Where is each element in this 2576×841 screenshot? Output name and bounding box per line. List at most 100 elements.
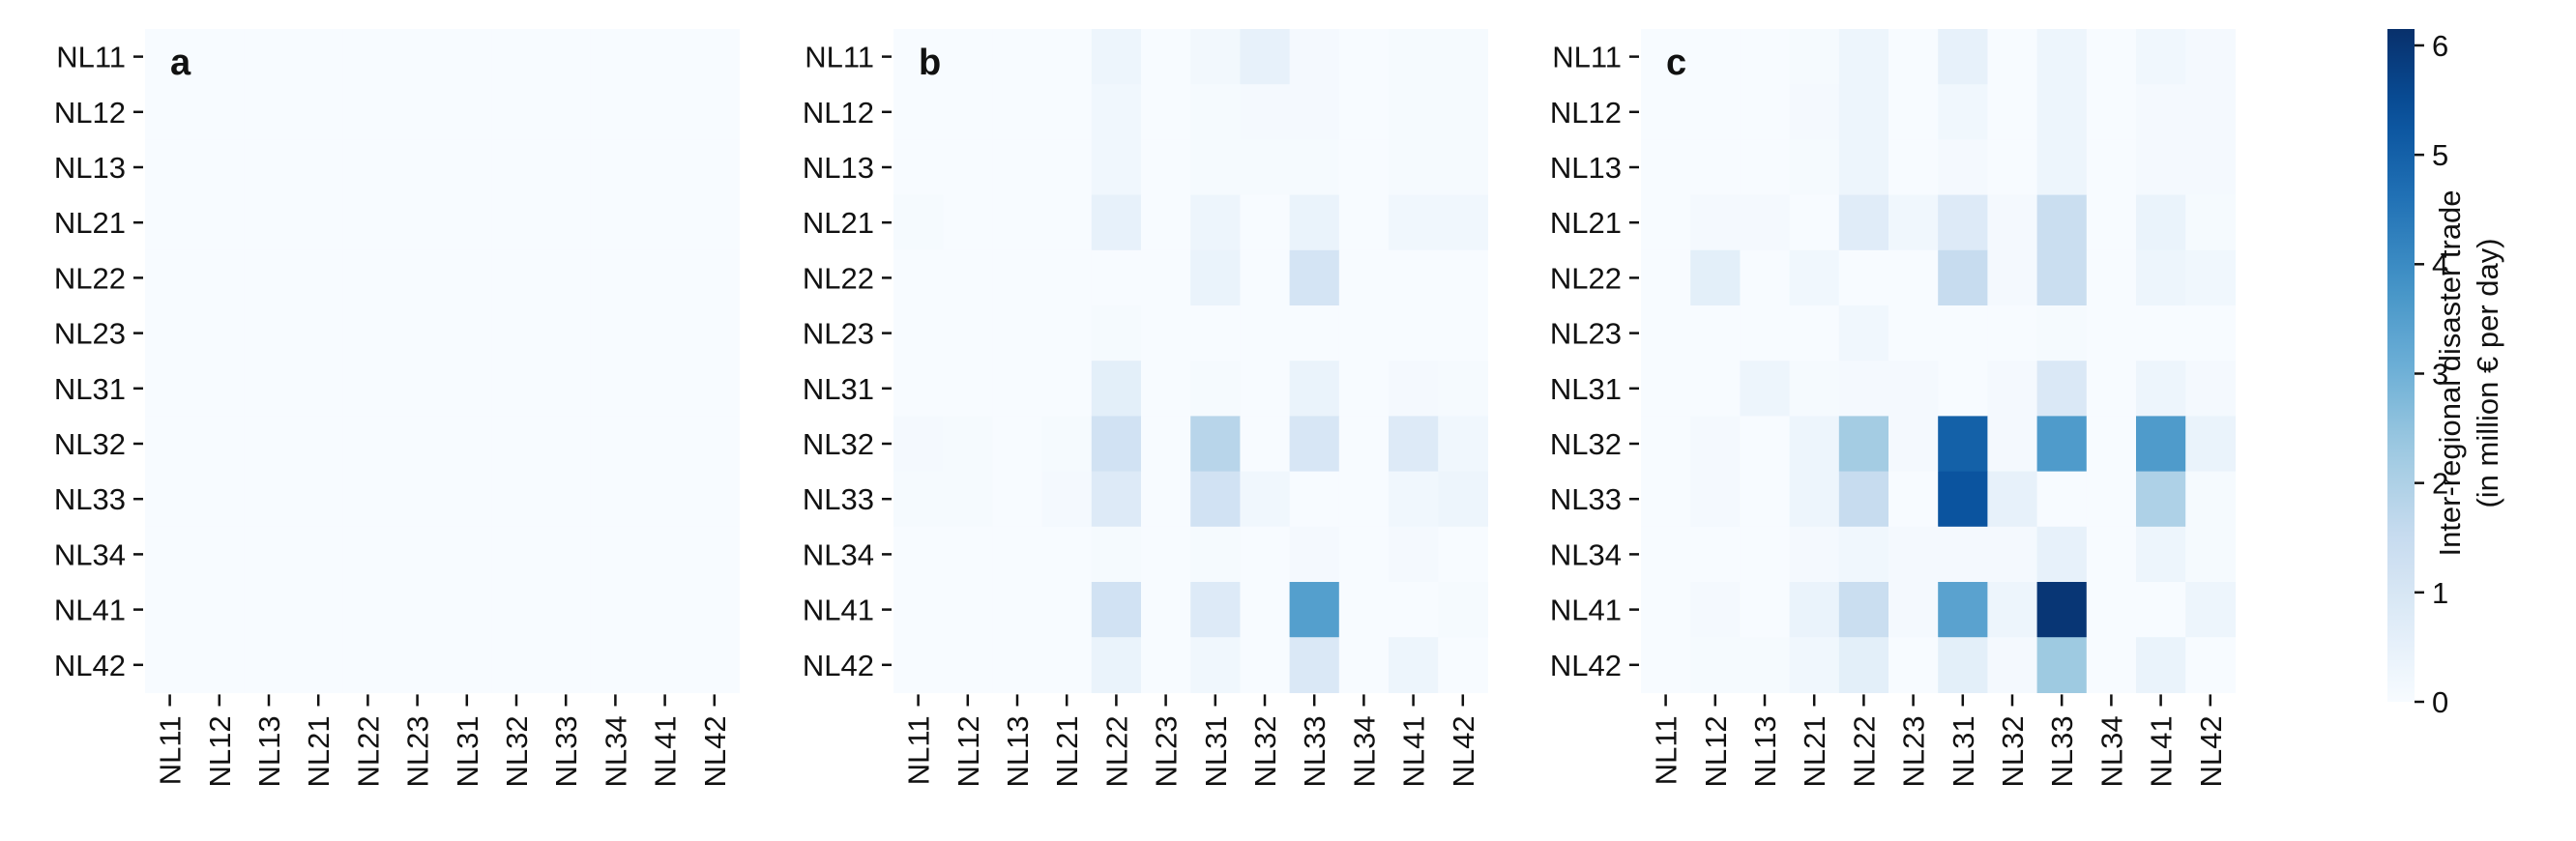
heatmap-cell — [1389, 194, 1439, 251]
colorbar: 0 1 2 3 4 5 6 Inter-regional disaster trade (i… — [2387, 29, 2504, 719]
heatmap-cell — [1338, 29, 1390, 85]
y-tick-label: NL13 — [54, 151, 126, 185]
heatmap-cell — [2036, 194, 2088, 251]
heatmap-cell — [2086, 637, 2137, 693]
heatmap-cell — [541, 305, 592, 362]
heatmap-cell — [2036, 139, 2088, 196]
heatmap-cell — [1838, 84, 1889, 140]
heatmap-cell — [491, 416, 542, 473]
heatmap-cell — [943, 526, 993, 583]
heatmap-cell — [145, 305, 195, 362]
heatmap-cell — [1888, 582, 1939, 638]
colorbar-tick-label: 0 — [2432, 685, 2448, 719]
y-tick-label: NL22 — [803, 261, 874, 295]
heatmap-cell — [943, 471, 993, 528]
heatmap-cell — [541, 139, 592, 196]
heatmap-cell — [293, 84, 344, 140]
heatmap-cell — [293, 194, 344, 251]
y-tick-label: NL34 — [803, 537, 874, 571]
heatmap-cell — [1838, 637, 1889, 693]
heatmap-cell — [2086, 582, 2137, 638]
heatmap-cell — [1641, 249, 1691, 306]
heatmap-cell — [1789, 637, 1840, 693]
x-tick-label: NL41 — [1397, 715, 1431, 787]
heatmap-cell — [1789, 29, 1840, 85]
y-tick-label: NL42 — [803, 649, 874, 682]
heatmap-cell — [491, 84, 542, 140]
heatmap-cell — [2136, 416, 2186, 473]
heatmap-cell — [1938, 637, 1988, 693]
heatmap-cell — [194, 139, 245, 196]
x-tick-label: NL21 — [302, 715, 336, 787]
heatmap-cell — [1141, 637, 1191, 693]
heatmap-cell — [293, 526, 344, 583]
heatmap-cell — [1987, 582, 2038, 638]
heatmap-cell — [541, 361, 592, 417]
y-tick-label: NL12 — [1550, 96, 1622, 130]
heatmap-cell — [393, 361, 443, 417]
heatmap-cell — [1041, 29, 1093, 85]
heatmap-cell — [1289, 637, 1340, 693]
heatmap-cell — [1690, 637, 1741, 693]
heatmap-cell — [1641, 29, 1691, 85]
heatmap-cell — [244, 194, 295, 251]
heatmap-cell — [1190, 582, 1241, 638]
heatmap-cell — [293, 249, 344, 306]
heatmap-cell — [541, 194, 592, 251]
heatmap-cell — [689, 361, 740, 417]
colorbar-tick-label: 2 — [2432, 467, 2448, 501]
heatmap-cell — [244, 29, 295, 85]
panel-letter: a — [170, 43, 191, 83]
heatmap-cell — [1091, 29, 1142, 85]
heatmap-cell — [2086, 305, 2137, 362]
heatmap-cell — [1938, 416, 1988, 473]
heatmap-cell — [1838, 582, 1889, 638]
heatmap-cell — [1289, 194, 1340, 251]
heatmap-cell — [893, 194, 944, 251]
y-tick-label: NL34 — [1550, 537, 1622, 571]
heatmap-cell — [1438, 249, 1488, 306]
heatmap-cell — [992, 305, 1043, 362]
heatmap-cell — [1690, 526, 1741, 583]
panel-c: c NL11 NL12 NL13 NL21 NL22 NL23 NL31 NL32 NL33 NL3… — [1550, 29, 2236, 788]
heatmap-cell — [1141, 194, 1191, 251]
heatmap-cell — [992, 29, 1043, 85]
heatmap-cell — [689, 84, 740, 140]
heatmap-cell — [1240, 139, 1291, 196]
x-tick-label: NL33 — [1298, 715, 1332, 787]
heatmap-cell — [1438, 194, 1488, 251]
heatmap-cell — [893, 582, 944, 638]
x-tick-label: NL11 — [1650, 715, 1683, 785]
heatmap-cell — [893, 471, 944, 528]
y-tick-label: NL42 — [54, 649, 126, 682]
heatmap-cell — [1091, 361, 1142, 417]
heatmap-cell — [1789, 416, 1840, 473]
heatmap-cell — [1041, 471, 1093, 528]
heatmap-cell — [1938, 249, 1988, 306]
heatmap-cell — [145, 194, 195, 251]
heatmap-cell — [293, 29, 344, 85]
heatmap-cell — [689, 29, 740, 85]
heatmap-cell — [943, 582, 993, 638]
heatmap-cell — [1690, 471, 1741, 528]
heatmap-cell — [2185, 637, 2236, 693]
y-tick-label: NL21 — [54, 206, 126, 240]
x-tick-label: NL34 — [599, 715, 632, 787]
heatmap-cell — [1641, 361, 1691, 417]
heatmap-cell — [1641, 84, 1691, 140]
panel-letter: b — [919, 43, 941, 83]
heatmap-cell — [1141, 582, 1191, 638]
x-tick-label: NL33 — [2045, 715, 2079, 787]
heatmap-cell — [590, 84, 641, 140]
heatmap-cell — [145, 582, 195, 638]
heatmap-cell — [1338, 637, 1390, 693]
heatmap-cell — [1641, 582, 1691, 638]
heatmap-cell — [342, 471, 394, 528]
heatmap-cell — [1438, 29, 1488, 85]
heatmap-cell — [491, 305, 542, 362]
y-tick-label: NL23 — [54, 317, 126, 351]
heatmap-cell — [2136, 637, 2186, 693]
heatmap-cell — [640, 29, 690, 85]
heatmap-cell — [1091, 582, 1142, 638]
heatmap-cell — [1938, 471, 1988, 528]
